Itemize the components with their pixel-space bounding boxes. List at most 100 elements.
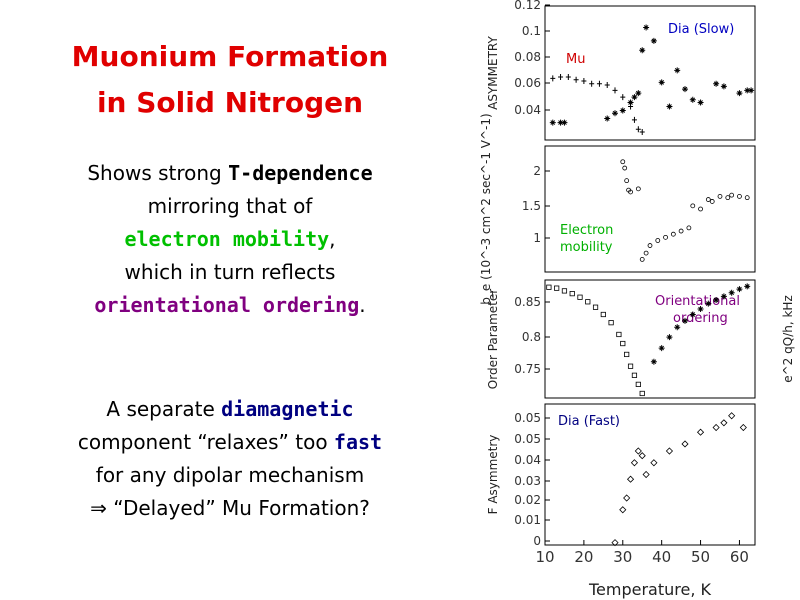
data-point (650, 358, 657, 365)
data-point (650, 459, 658, 467)
data-point (639, 128, 645, 135)
data-point (565, 74, 571, 81)
chart-panel-2: 2 1.5 1 b_e (10^-3 cm^2 sec^-1 V^-1) Electro… (479, 113, 756, 305)
y-tick-label: 0.85 (514, 295, 541, 309)
data-point (612, 87, 618, 94)
data-point (720, 83, 727, 90)
data-point (697, 306, 704, 313)
y-tick-label: 0.03 (514, 474, 541, 488)
data-point (557, 119, 564, 126)
annotation-line: ordering (673, 311, 728, 326)
data-point (744, 195, 750, 201)
data-point (561, 119, 568, 126)
data-point (635, 186, 641, 192)
data-point (554, 285, 560, 291)
data-point (627, 99, 634, 106)
data-point (709, 199, 715, 204)
data-point (622, 165, 628, 171)
data-point (720, 419, 728, 427)
data-point (624, 178, 630, 184)
data-point (573, 76, 579, 83)
x-tick-label: 20 (574, 548, 593, 566)
data-point (682, 317, 688, 324)
data-point (647, 243, 653, 248)
plot-frame (544, 403, 756, 546)
data-point (558, 74, 564, 81)
data-point (739, 423, 747, 432)
data-point (630, 459, 639, 467)
paragraph-diamagnetic: A separate diamagnetic component “relaxe… (40, 393, 420, 525)
data-point (627, 363, 634, 369)
p1-electron-mobility: electron mobility (124, 227, 330, 251)
data-point (643, 24, 650, 31)
p2-text-a: A separate (106, 397, 222, 421)
p2-text-g: “Delayed” Mu Formation? (106, 496, 370, 520)
data-point (628, 189, 633, 195)
plot-frame (544, 145, 756, 273)
data-point (596, 80, 602, 87)
data-point (658, 345, 665, 352)
data-point (650, 37, 657, 44)
title-line-1: Muonium Formation (71, 40, 389, 73)
data-point (639, 390, 645, 397)
data-point (561, 288, 568, 294)
p2-diamagnetic: diamagnetic (221, 397, 354, 421)
plot-frame (544, 5, 756, 141)
data-point (717, 193, 723, 199)
chart-annotation: Electron mobility (560, 223, 613, 255)
annotation-line: Electron (560, 223, 613, 238)
data-point (681, 440, 689, 448)
p2-text-c: component “relaxes” too (77, 430, 334, 454)
data-point (626, 475, 635, 483)
y-tick-label: 0 (533, 534, 541, 548)
y-tick-label: 1.5 (522, 199, 541, 213)
data-point (619, 107, 626, 114)
y-tick-label: 0.05 (514, 432, 541, 446)
data-point (635, 126, 641, 133)
data-point (631, 116, 637, 123)
p1-t-dependence: T-dependence (228, 161, 373, 185)
y-axis-label-right: e^2 qQ/h, kHz (781, 295, 795, 383)
data-point (631, 94, 638, 101)
data-point (569, 291, 575, 297)
data-point (616, 331, 622, 338)
data-point (744, 87, 751, 94)
y-axis-label: ASYMMETRY (486, 35, 500, 109)
data-point (682, 86, 688, 93)
annotation-line: mobility (560, 240, 613, 255)
data-point (581, 78, 587, 85)
chart-annotation: Dia (Slow) (668, 22, 734, 37)
implies-symbol: ⇒ (90, 496, 107, 520)
x-tick-label: 10 (535, 548, 554, 566)
x-tick-label: 60 (730, 548, 749, 566)
y-tick-label: 0.05 (514, 411, 541, 425)
y-axis-label: b_e (10^-3 cm^2 sec^-1 V^-1) (479, 113, 493, 304)
data-point (608, 320, 614, 326)
chart-panel-3: 0.85 0.8 0.75 Order Parameter e^2 qQ/h, kHz O… (486, 279, 795, 399)
data-point (639, 47, 646, 54)
p1-text-f: which in turn reflects (124, 260, 336, 284)
p1-orientational-ordering: orientational ordering (94, 293, 360, 317)
data-point (620, 94, 626, 101)
data-point (713, 296, 720, 303)
data-point (696, 428, 705, 436)
data-point (689, 311, 696, 318)
title-line-2: in Solid Nitrogen (96, 86, 364, 119)
paragraph-t-dependence: Shows strong T-dependence mirroring that… (40, 157, 420, 322)
data-point (744, 283, 751, 290)
x-tick-label: 50 (691, 548, 710, 566)
data-point (550, 75, 556, 82)
data-point (589, 80, 595, 87)
p1-text-e: , (329, 227, 336, 251)
data-point (712, 423, 720, 432)
data-point (697, 99, 704, 106)
data-point (689, 96, 696, 103)
chart-annotation: Orientational ordering (655, 294, 740, 326)
data-point (619, 506, 627, 514)
p2-text-e: for any dipolar mechanism (95, 463, 365, 487)
data-point (713, 80, 720, 87)
data-point (658, 79, 665, 86)
data-point (634, 447, 642, 455)
data-point (635, 90, 642, 97)
